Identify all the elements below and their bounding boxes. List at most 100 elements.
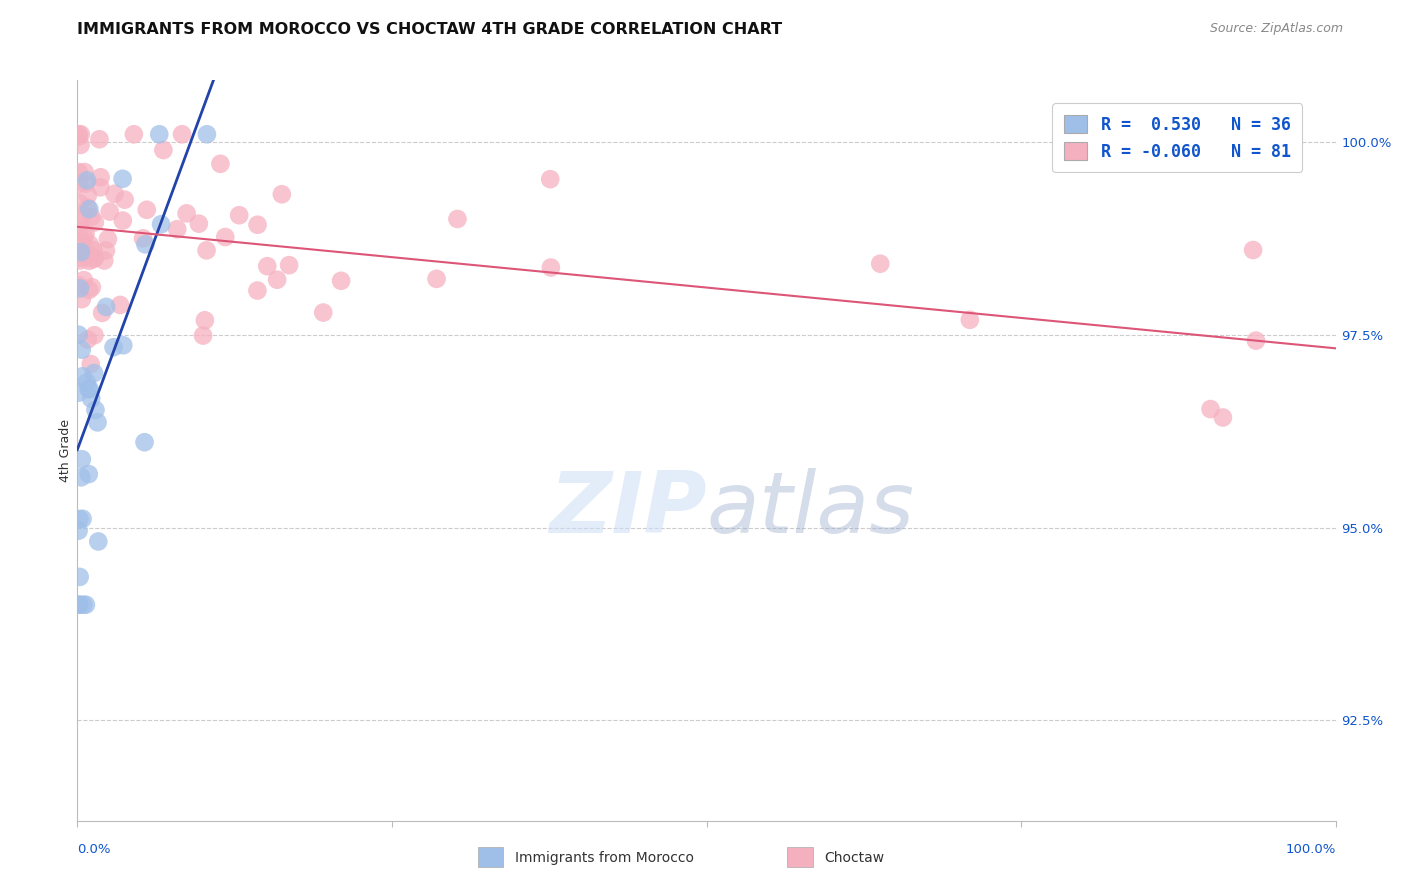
Point	[134, 435, 156, 450]
Point	[187, 217, 209, 231]
Point	[108, 298, 131, 312]
Point	[69, 570, 91, 584]
Text: 0.0%: 0.0%	[77, 843, 111, 855]
Point	[89, 132, 111, 146]
Point	[135, 202, 157, 217]
Point	[77, 248, 100, 262]
Text: ZIP: ZIP	[548, 468, 707, 551]
Point	[69, 128, 91, 142]
Point	[194, 313, 217, 327]
Point	[76, 376, 98, 390]
Point	[90, 170, 112, 185]
Point	[69, 281, 91, 295]
Point	[80, 392, 103, 406]
Point	[87, 534, 110, 549]
Point	[166, 222, 188, 236]
Point	[1244, 334, 1267, 348]
Point	[76, 201, 98, 215]
Point	[959, 313, 981, 327]
Point	[150, 217, 173, 231]
Point	[191, 328, 214, 343]
Point	[869, 257, 891, 271]
Point	[72, 208, 94, 222]
Point	[91, 306, 114, 320]
Point	[73, 165, 96, 179]
Point	[73, 273, 96, 287]
Point	[75, 245, 97, 260]
Point	[67, 598, 90, 612]
Point	[75, 177, 97, 191]
Point	[83, 366, 105, 380]
Point	[246, 284, 269, 298]
Point	[70, 470, 93, 484]
Point	[70, 213, 93, 227]
Point	[67, 385, 90, 400]
Point	[94, 300, 117, 314]
Point	[228, 208, 250, 222]
Point	[84, 403, 107, 417]
Point	[76, 173, 98, 187]
Point	[67, 177, 90, 191]
Point	[266, 273, 288, 287]
Point	[70, 343, 93, 357]
Point	[270, 187, 292, 202]
Point	[79, 237, 101, 252]
Point	[195, 244, 218, 258]
Point	[278, 258, 301, 272]
Point	[83, 215, 105, 229]
Point	[70, 245, 93, 260]
Point	[446, 211, 468, 226]
Point	[170, 128, 193, 142]
Point	[77, 188, 100, 202]
Point	[112, 338, 135, 352]
Point	[73, 230, 96, 244]
Point	[98, 204, 121, 219]
Point	[209, 157, 232, 171]
Point	[67, 128, 90, 142]
Point	[148, 128, 170, 142]
Point	[75, 226, 97, 240]
Point	[1241, 243, 1264, 257]
Point	[67, 278, 90, 293]
Point	[83, 328, 105, 343]
Point	[70, 452, 93, 467]
Point	[111, 171, 134, 186]
Point	[122, 128, 145, 142]
Text: Choctaw: Choctaw	[824, 851, 884, 865]
Point	[67, 129, 90, 144]
Point	[86, 416, 108, 430]
Point	[89, 180, 111, 194]
Point	[176, 206, 198, 220]
Point	[67, 222, 90, 236]
Y-axis label: 4th Grade: 4th Grade	[59, 419, 72, 482]
Point	[79, 382, 101, 396]
Point	[67, 327, 90, 342]
Point	[134, 237, 156, 252]
Point	[111, 213, 134, 227]
Point	[77, 253, 100, 268]
Point	[80, 280, 103, 294]
Point	[256, 259, 278, 273]
Point	[114, 193, 136, 207]
Text: Source: ZipAtlas.com: Source: ZipAtlas.com	[1209, 22, 1343, 36]
Point	[82, 244, 104, 258]
Legend: R =  0.530   N = 36, R = -0.060   N = 81: R = 0.530 N = 36, R = -0.060 N = 81	[1052, 103, 1302, 172]
Point	[97, 232, 120, 246]
Point	[540, 260, 562, 275]
Point	[67, 524, 90, 538]
Point	[77, 467, 100, 481]
Point	[77, 283, 100, 297]
Point	[67, 196, 90, 211]
Point	[69, 253, 91, 268]
Point	[104, 186, 127, 201]
Point	[1199, 402, 1222, 417]
Point	[72, 512, 94, 526]
Point	[103, 340, 125, 354]
Point	[69, 512, 91, 526]
Point	[246, 218, 269, 232]
Point	[67, 251, 90, 265]
Point	[72, 369, 94, 384]
Point	[67, 165, 90, 179]
Point	[195, 128, 218, 142]
Point	[93, 253, 115, 268]
